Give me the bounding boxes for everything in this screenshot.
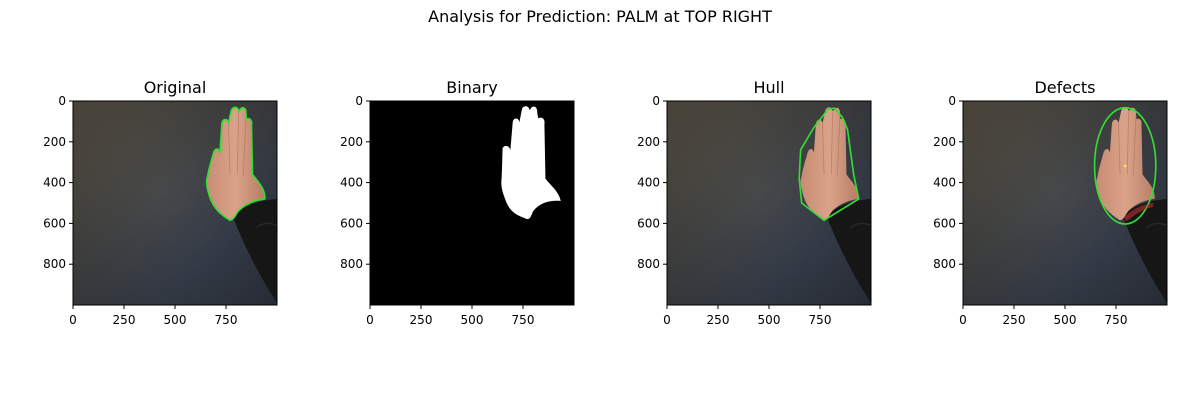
- y-tick-label: 600: [43, 216, 66, 230]
- panel-image: [73, 101, 277, 305]
- y-tick-label: 400: [637, 176, 660, 190]
- y-tick-label: 600: [933, 216, 956, 230]
- fit-ellipse: [1093, 106, 1157, 225]
- y-tick-label: 600: [637, 216, 660, 230]
- x-tick-label: 500: [164, 313, 187, 327]
- x-tick-label: 0: [663, 313, 671, 327]
- panel-image: [370, 101, 574, 305]
- panel-image: [963, 101, 1167, 305]
- panel-hull: Hull 0 250 500 750 0 200 400 600 800: [637, 78, 872, 327]
- y-tick-label: 0: [652, 94, 660, 108]
- y-tick-label: 200: [933, 135, 956, 149]
- y-tick-label: 800: [43, 257, 66, 271]
- panel-original: Original 0 250 500 750 0 200 400 600 800: [43, 78, 278, 327]
- panel-title: Hull: [753, 78, 784, 97]
- x-tick-label: 750: [215, 313, 238, 327]
- y-tick-label: 400: [933, 176, 956, 190]
- x-tick-label: 250: [707, 313, 730, 327]
- y-tick-label: 800: [637, 257, 660, 271]
- x-tick-label: 250: [113, 313, 136, 327]
- y-tick-label: 0: [355, 94, 363, 108]
- x-tick-label: 250: [1003, 313, 1026, 327]
- panels: Original 0 250 500 750 0 200 400 600 800 Binary 0 25…: [43, 78, 1168, 327]
- defect-region: [1124, 203, 1154, 222]
- y-tick-label: 200: [637, 135, 660, 149]
- panel-image: [667, 101, 871, 305]
- x-tick-label: 250: [410, 313, 433, 327]
- x-tick-label: 500: [758, 313, 781, 327]
- panel-defects: Defects 0 250 500 750 0 200 400 600 800: [933, 78, 1168, 327]
- x-tick-label: 750: [1105, 313, 1128, 327]
- x-tick-label: 750: [809, 313, 832, 327]
- contour-line: [205, 106, 266, 222]
- x-tick-label: 0: [959, 313, 967, 327]
- figure-title: Analysis for Prediction: PALM at TOP RIG…: [428, 7, 772, 26]
- x-tick-label: 500: [461, 313, 484, 327]
- x-tick-label: 500: [1054, 313, 1077, 327]
- panel-title: Defects: [1034, 78, 1095, 97]
- y-tick-label: 200: [43, 135, 66, 149]
- center-point: [1123, 164, 1127, 168]
- y-tick-label: 800: [933, 257, 956, 271]
- y-tick-label: 400: [43, 176, 66, 190]
- x-tick-label: 750: [512, 313, 535, 327]
- y-tick-label: 600: [340, 216, 363, 230]
- y-tick-label: 0: [948, 94, 956, 108]
- panel-title: Binary: [446, 78, 497, 97]
- panel-title: Original: [144, 78, 207, 97]
- x-tick-label: 0: [366, 313, 374, 327]
- y-tick-label: 800: [340, 257, 363, 271]
- hull-line: [798, 107, 860, 222]
- y-tick-label: 0: [58, 94, 66, 108]
- y-tick-label: 200: [340, 135, 363, 149]
- y-tick-label: 400: [340, 176, 363, 190]
- panel-binary: Binary 0 250 500 750 0 200 400 600 800: [340, 78, 575, 327]
- x-tick-label: 0: [69, 313, 77, 327]
